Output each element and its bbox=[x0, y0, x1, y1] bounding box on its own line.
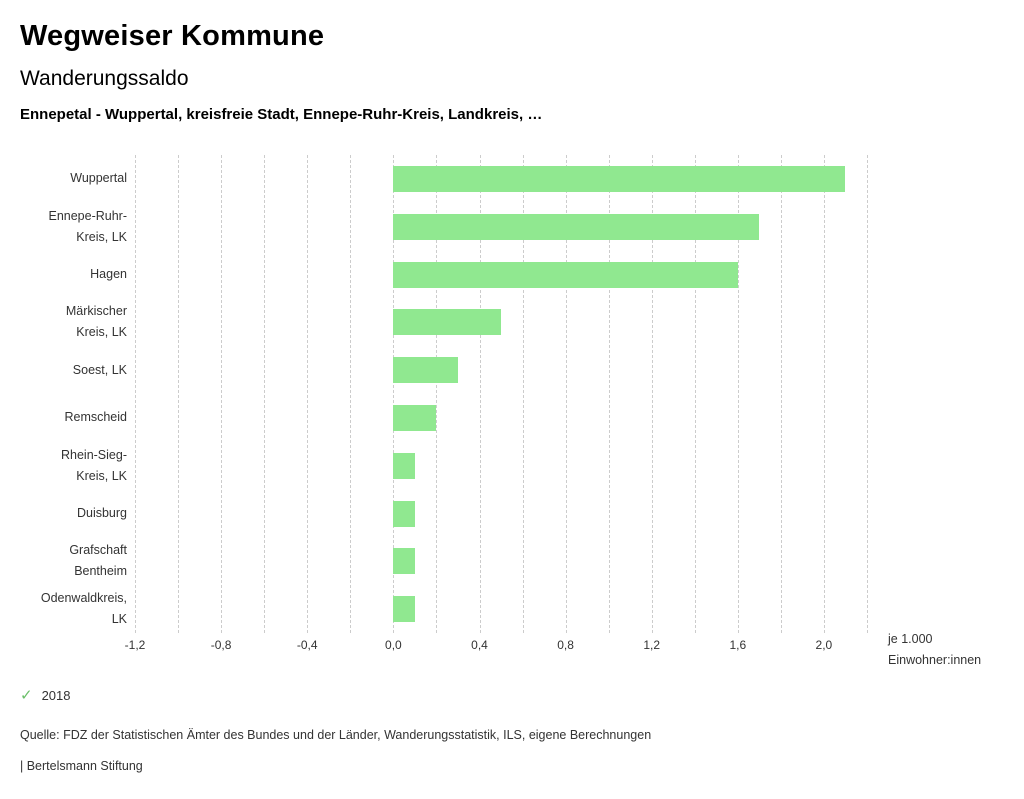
x-tick-label: -0,4 bbox=[296, 638, 318, 652]
axis-unit-label: je 1.000 Einwohner:innen bbox=[888, 632, 982, 667]
x-tick-label: 0,0 bbox=[385, 638, 402, 652]
checkmark-icon: ✓ bbox=[20, 687, 33, 704]
x-tick-label: 0,8 bbox=[557, 638, 574, 652]
plot-area bbox=[135, 155, 868, 633]
bar[interactable] bbox=[393, 596, 415, 623]
gridline bbox=[565, 155, 567, 633]
bar[interactable] bbox=[393, 548, 415, 575]
category-label: Duisburg bbox=[76, 505, 127, 520]
gridline bbox=[522, 155, 524, 633]
gridline bbox=[608, 155, 610, 633]
category-label: Grafschaft Bentheim bbox=[69, 543, 127, 579]
category-label: Märkischer Kreis, LK bbox=[65, 304, 127, 340]
source-note: Quelle: FDZ der Statistischen Ämter des … bbox=[20, 728, 652, 742]
x-tick-label: -1,2 bbox=[124, 638, 146, 652]
year-label: 2018 bbox=[41, 688, 71, 703]
gridline bbox=[135, 155, 136, 633]
bar[interactable] bbox=[393, 165, 846, 192]
category-axis: Wuppertal Ennepe-Ruhr- Kreis, LK Hagen Märk… bbox=[0, 155, 127, 633]
year-legend-toggle[interactable]: ✓ 2018 bbox=[20, 688, 71, 703]
gridline bbox=[479, 155, 481, 633]
gridline bbox=[694, 155, 696, 633]
gridline bbox=[651, 155, 653, 633]
region-selection: Ennepetal - Wuppertal, kreisfreie Stadt,… bbox=[20, 106, 543, 123]
gridline bbox=[307, 155, 309, 633]
gridline bbox=[823, 155, 825, 633]
branding: | Bertelsmann Stiftung bbox=[20, 759, 143, 773]
category-label: Ennepe-Ruhr- Kreis, LK bbox=[48, 208, 127, 244]
app-title: Wegweiser Kommune bbox=[20, 20, 325, 52]
category-label: Wuppertal bbox=[70, 171, 127, 186]
gridline bbox=[221, 155, 223, 633]
bar[interactable] bbox=[393, 452, 415, 479]
x-tick-label: 2,0 bbox=[815, 638, 833, 652]
indicator-title: Wanderungssaldo bbox=[20, 67, 189, 90]
x-tick-label: 1,6 bbox=[729, 638, 747, 652]
bar[interactable] bbox=[393, 404, 437, 431]
category-label: Hagen bbox=[90, 266, 127, 281]
bar[interactable] bbox=[393, 261, 738, 288]
gridline bbox=[737, 155, 739, 633]
gridline bbox=[867, 155, 868, 633]
category-label: Soest, LK bbox=[72, 362, 127, 377]
bar[interactable] bbox=[393, 309, 501, 336]
gridline bbox=[393, 155, 395, 633]
x-tick-label: 1,2 bbox=[643, 638, 661, 652]
bar[interactable] bbox=[393, 357, 458, 384]
category-label: Odenwaldkreis, LK bbox=[40, 591, 127, 627]
gridline bbox=[436, 155, 438, 633]
category-label: Rhein-Sieg- Kreis, LK bbox=[60, 447, 127, 483]
bar-chart: Wuppertal Ennepe-Ruhr- Kreis, LK Hagen Märk… bbox=[0, 155, 1024, 675]
category-label: Remscheid bbox=[64, 410, 127, 425]
bar[interactable] bbox=[393, 500, 415, 527]
x-tick-label: 0,4 bbox=[471, 638, 488, 652]
gridline bbox=[780, 155, 782, 633]
gridline bbox=[264, 155, 266, 633]
bar[interactable] bbox=[393, 213, 760, 240]
x-axis: -1,2 -0,8 -0,4 0,0 0,4 0,8 1,2 1,6 2,0 bbox=[125, 638, 867, 656]
gridline bbox=[350, 155, 352, 633]
x-tick-label: -0,8 bbox=[210, 638, 232, 652]
gridline bbox=[178, 155, 180, 633]
